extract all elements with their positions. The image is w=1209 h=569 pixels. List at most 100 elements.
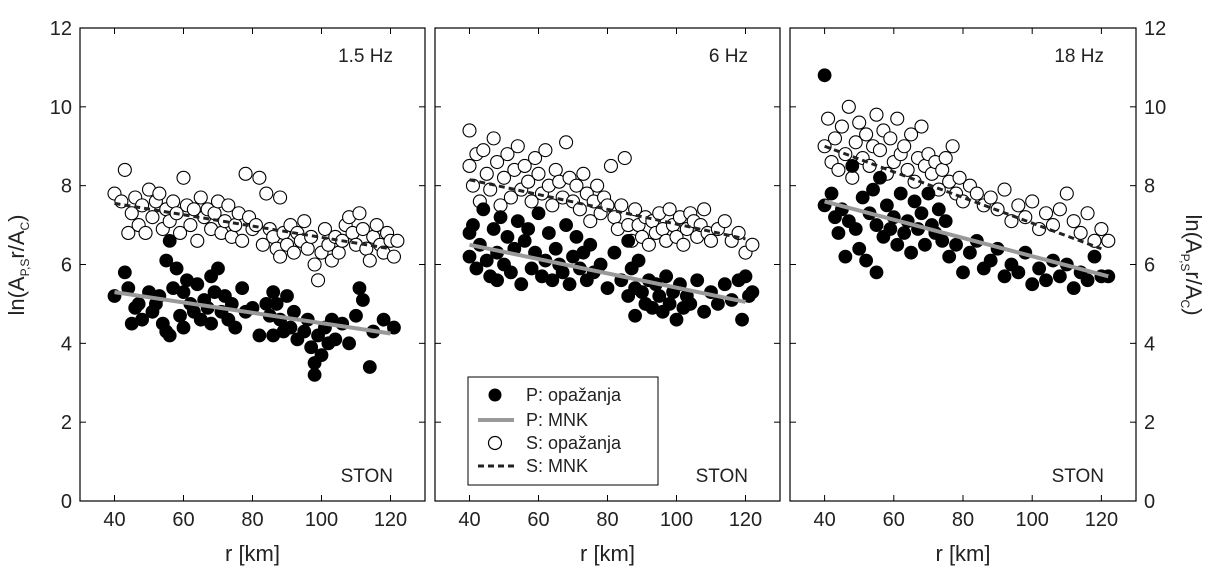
legend: P: opažanja P: MNK S: opažanja S: MNK [467,376,659,486]
s-obs-point [152,186,167,201]
p-obs-point [897,226,912,240]
p-obs-point [855,190,870,205]
s-obs-point [193,190,208,205]
s-obs-point [897,139,912,154]
s-obs-point [1080,206,1095,221]
s-obs-point [255,237,270,252]
p-obs-point [879,198,894,213]
x-tick-label: 80 [241,509,263,531]
panel-title: 18 Hz [1054,46,1104,67]
x-tick-label: 60 [172,509,194,531]
s-obs-point [983,190,998,205]
s-obs-point [479,166,494,181]
x-tick-label: 120 [1085,509,1118,531]
ylabel-left-text: ln(A [4,276,29,315]
s-obs-point [603,158,619,174]
s-obs-point [273,190,288,205]
p-obs-point [355,293,370,307]
s-obs-point [883,131,898,146]
p-obs-point [1025,277,1040,292]
p-obs-point [621,233,636,248]
x-tick-label: 100 [1016,509,1049,531]
p-obs-point [683,297,698,311]
s-obs-point [462,158,477,174]
p-obs-point [266,285,281,299]
p-obs-point [838,249,853,264]
ylabel-right-text: ln(A [1181,214,1206,253]
station-label: STON [1052,466,1104,487]
s-obs-point [521,174,536,189]
y-tick-label: 2 [61,412,72,434]
p-obs-point [314,348,329,363]
p-obs-point [503,265,518,280]
s-obs-point [317,221,333,237]
p-obs-point [949,237,963,252]
p-obs-point [493,210,508,225]
p-obs-point [541,226,556,240]
s-obs-point [1073,225,1088,241]
s-obs-point [834,119,849,134]
s-obs-point [527,151,543,166]
p-obs-point [669,312,684,327]
p-obs-point [738,269,753,284]
s-obs-point [228,218,243,233]
panel-title: 1.5 Hz [338,46,393,67]
p-obs-point [462,249,477,264]
p-obs-point [1087,249,1102,264]
station-label: STON [696,466,748,487]
s-obs-point [190,233,205,248]
y-tick-label: 10 [50,97,72,119]
s-obs-point [252,170,267,185]
p-obs-point [387,320,401,335]
x-axis-label: r [km] [225,541,280,566]
x-tick-label: 100 [660,509,693,531]
p-obs-point [517,233,532,248]
p-obs-point [1066,281,1081,296]
s-obs-point [1094,221,1109,237]
p-obs-point [342,336,357,351]
p-obs-point [307,367,322,382]
x-axis-label: r [km] [936,541,991,566]
s-obs-point [845,170,860,185]
ylabel-right-sub2: C [1178,300,1192,309]
s-obs-point [848,135,863,150]
s-obs-point [717,214,732,229]
p-obs-point [652,289,667,303]
y-tick-label-right: 12 [1144,18,1166,40]
p-obs-point [745,285,760,299]
s-obs-point [583,214,598,229]
legend-open-circle-icon [487,435,503,451]
p-obs-point [176,285,191,299]
s-obs-point [517,158,532,174]
panel-2: 40 60 80 100 120 r [km] 6 Hz STON [434,27,781,566]
s-obs-point [286,245,301,260]
panel-3: 40 60 80 100 120 0 2 4 6 8 10 12 r [km] 18 Hz STON [789,18,1166,566]
s-obs-point [617,151,632,166]
s-obs-point [355,221,370,237]
s-obs-point [259,186,274,201]
y-tick-label-right: 0 [1144,491,1155,513]
s-obs-point [500,147,515,162]
p-obs-point [297,324,312,339]
s-obs-point [221,198,236,213]
x-tick-label: 40 [103,509,125,531]
p-obs-point [866,182,880,197]
p-obs-point [600,281,615,296]
s-fit-line [824,144,1102,251]
s-obs-point [524,194,539,209]
s-obs-point [490,154,505,170]
s-obs-point [235,233,250,248]
s-obs-point [183,218,198,233]
legend-filled-circle-icon [488,388,502,402]
ylabel-left: ln(AP,Sr/AC) [4,214,32,315]
s-obs-point [352,206,367,221]
s-obs-point [1011,198,1026,213]
s-obs-point [121,225,136,241]
p-obs-point [1052,269,1067,284]
s-obs-point [462,123,477,138]
s-obs-point [852,115,867,130]
p-obs-point [904,245,918,260]
p-obs-point [697,304,711,319]
p-obs-point [883,222,898,236]
p-obs-point [628,308,642,323]
